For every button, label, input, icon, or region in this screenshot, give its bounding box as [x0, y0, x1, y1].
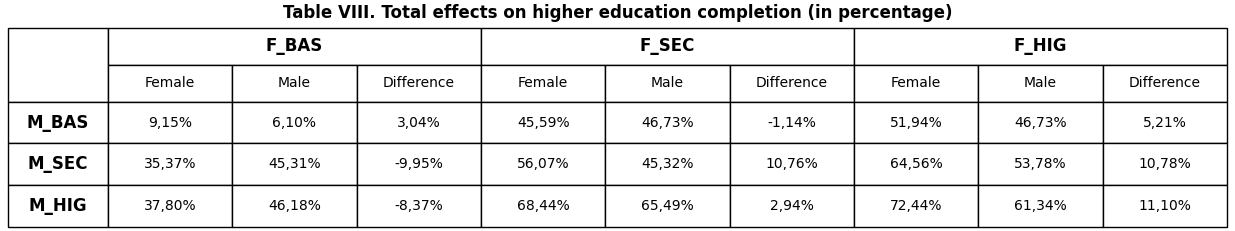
Text: 35,37%: 35,37% — [143, 157, 196, 171]
Text: 10,78%: 10,78% — [1139, 157, 1192, 171]
Bar — [232, 102, 357, 143]
Bar — [853, 28, 1228, 65]
Bar — [480, 28, 853, 65]
Bar — [1103, 185, 1228, 227]
Text: M_HIG: M_HIG — [28, 197, 88, 215]
Text: 5,21%: 5,21% — [1142, 116, 1187, 130]
Bar — [480, 65, 605, 102]
Bar — [232, 143, 357, 185]
Bar — [853, 65, 978, 102]
Text: 45,59%: 45,59% — [516, 116, 569, 130]
Bar — [605, 102, 730, 143]
Text: 61,34%: 61,34% — [1014, 199, 1067, 213]
Text: 45,31%: 45,31% — [268, 157, 321, 171]
Text: 3,04%: 3,04% — [396, 116, 441, 130]
Bar — [357, 185, 480, 227]
Bar — [978, 65, 1103, 102]
Text: 68,44%: 68,44% — [516, 199, 569, 213]
Bar — [480, 102, 605, 143]
Bar — [357, 65, 480, 102]
Bar — [232, 65, 357, 102]
Text: 56,07%: 56,07% — [516, 157, 569, 171]
Text: F_BAS: F_BAS — [266, 37, 324, 55]
Bar — [357, 143, 480, 185]
Bar — [357, 102, 480, 143]
Text: Male: Male — [651, 76, 684, 90]
Text: Difference: Difference — [1129, 76, 1200, 90]
Text: 10,76%: 10,76% — [766, 157, 819, 171]
Text: Table VIII. Total effects on higher education completion (in percentage): Table VIII. Total effects on higher educ… — [283, 4, 952, 22]
Text: M_BAS: M_BAS — [27, 113, 89, 131]
Bar — [730, 185, 853, 227]
Text: 46,18%: 46,18% — [268, 199, 321, 213]
Text: Difference: Difference — [383, 76, 454, 90]
Bar — [107, 65, 232, 102]
Text: Female: Female — [517, 76, 568, 90]
Text: Male: Male — [1024, 76, 1057, 90]
Text: F_HIG: F_HIG — [1014, 37, 1067, 55]
Bar — [7, 102, 107, 143]
Text: 72,44%: 72,44% — [890, 199, 942, 213]
Bar — [605, 143, 730, 185]
Bar — [978, 143, 1103, 185]
Bar — [480, 143, 605, 185]
Text: Difference: Difference — [756, 76, 827, 90]
Text: Female: Female — [144, 76, 195, 90]
Bar — [605, 65, 730, 102]
Text: -1,14%: -1,14% — [767, 116, 816, 130]
Text: Male: Male — [278, 76, 311, 90]
Text: -8,37%: -8,37% — [394, 199, 443, 213]
Bar — [107, 143, 232, 185]
Text: F_SEC: F_SEC — [640, 37, 695, 55]
Bar — [107, 185, 232, 227]
Text: 9,15%: 9,15% — [148, 116, 193, 130]
Bar — [853, 143, 978, 185]
Text: 53,78%: 53,78% — [1014, 157, 1067, 171]
Text: M_SEC: M_SEC — [27, 155, 88, 173]
Text: Female: Female — [890, 76, 941, 90]
Bar — [1103, 65, 1228, 102]
Bar — [730, 102, 853, 143]
Text: 51,94%: 51,94% — [889, 116, 942, 130]
Text: -9,95%: -9,95% — [394, 157, 443, 171]
Bar — [232, 185, 357, 227]
Text: 65,49%: 65,49% — [641, 199, 694, 213]
Bar — [7, 185, 107, 227]
Bar — [7, 28, 107, 102]
Bar — [978, 185, 1103, 227]
Bar — [730, 143, 853, 185]
Text: 64,56%: 64,56% — [889, 157, 942, 171]
Bar — [7, 143, 107, 185]
Bar — [853, 185, 978, 227]
Text: 46,73%: 46,73% — [641, 116, 694, 130]
Text: 6,10%: 6,10% — [273, 116, 316, 130]
Text: 45,32%: 45,32% — [641, 157, 694, 171]
Text: 37,80%: 37,80% — [143, 199, 196, 213]
Text: 2,94%: 2,94% — [769, 199, 814, 213]
Bar — [480, 185, 605, 227]
Text: 11,10%: 11,10% — [1139, 199, 1192, 213]
Bar — [978, 102, 1103, 143]
Bar — [605, 185, 730, 227]
Bar — [1103, 143, 1228, 185]
Text: 46,73%: 46,73% — [1014, 116, 1067, 130]
Bar — [107, 28, 480, 65]
Bar — [730, 65, 853, 102]
Bar — [1103, 102, 1228, 143]
Bar — [107, 102, 232, 143]
Bar — [853, 102, 978, 143]
